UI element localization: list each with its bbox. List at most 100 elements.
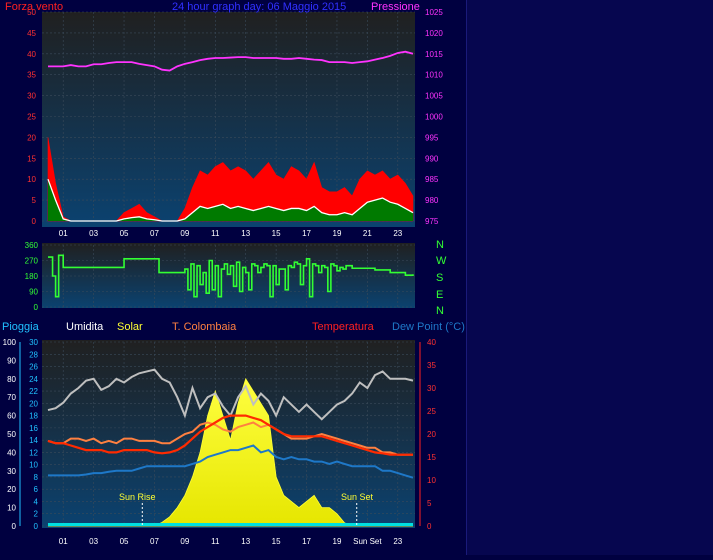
compass-n-bottom: N — [436, 305, 444, 317]
humidity-tick-label: 30 — [29, 338, 38, 347]
pressure-tick-label: 980 — [425, 196, 439, 205]
direction-tick-label: 180 — [25, 272, 39, 281]
pressure-tick-label: 990 — [425, 154, 439, 163]
temperature-line — [47, 414, 413, 456]
humidity-tick-label: 24 — [29, 375, 38, 384]
rain-tick-label: 30 — [7, 467, 16, 476]
direction-tick-label: 360 — [25, 241, 39, 250]
pressure-line — [48, 50, 414, 72]
x-tick-label: 07 — [150, 537, 159, 546]
rain-tick-label: 10 — [7, 504, 16, 513]
temperature-label: Temperatura — [312, 321, 375, 333]
humidity-tick-label: 10 — [29, 461, 38, 470]
humidity-tick-label: 26 — [29, 363, 38, 372]
wind-series — [47, 50, 414, 222]
x-tick-label: 01 — [59, 229, 68, 238]
temperature-tick-label: 25 — [427, 407, 436, 416]
humidity-tick-label: 12 — [29, 448, 38, 457]
x-tick-label: 19 — [333, 229, 342, 238]
humidity-tick-label: 2 — [34, 510, 39, 519]
colombaia-line — [47, 421, 413, 456]
humidity-tick-label: 28 — [29, 350, 38, 359]
wind-tick-label: 45 — [27, 29, 36, 38]
direction-tick-label: 90 — [29, 288, 38, 297]
pressure-tick-label: 985 — [425, 175, 439, 184]
wind-axis-label: Forza vento — [5, 1, 63, 13]
solar-label: Solar — [117, 321, 143, 333]
x-tick-label: 11 — [211, 537, 220, 546]
direction-tick-label: 270 — [25, 257, 39, 266]
compass-s: S — [436, 272, 443, 284]
pressure-tick-label: 995 — [425, 133, 439, 142]
x-tick-label: 19 — [333, 537, 342, 546]
compass-e: E — [436, 289, 443, 301]
temperature-tick-label: 35 — [427, 361, 436, 370]
wind-tick-label: 0 — [32, 217, 37, 226]
wind-axes: 0510152025303540455097598098599099510001… — [27, 8, 443, 238]
humidity-tick-label: 4 — [34, 497, 39, 506]
x-tick-label: 23 — [393, 229, 402, 238]
rain-tick-label: 40 — [7, 448, 16, 457]
compass-n-top: N — [436, 239, 444, 251]
wind-avg-line — [47, 178, 414, 222]
right-panel — [466, 0, 713, 555]
temperature-tick-label: 15 — [427, 453, 436, 462]
temperature-tick-label: 10 — [427, 476, 436, 485]
compass-labels: N W S E N — [436, 239, 447, 317]
wind-avg-area — [48, 179, 413, 221]
x-tick-label: Sun Set — [353, 537, 382, 546]
rain-tick-label: 50 — [7, 430, 16, 439]
wind-tick-label: 5 — [32, 196, 37, 205]
temperature-tick-label: 30 — [427, 384, 436, 393]
pressure-tick-label: 975 — [425, 217, 439, 226]
direction-tick-label: 0 — [34, 303, 39, 312]
humidity-tick-label: 14 — [29, 436, 38, 445]
x-tick-label: 03 — [89, 229, 98, 238]
x-tick-label: 11 — [211, 229, 220, 238]
wind-tick-label: 30 — [27, 92, 36, 101]
rain-tick-label: 70 — [7, 393, 16, 402]
graph-title: 24 hour graph day: 06 Maggio 2015 — [172, 1, 346, 13]
weather-series — [47, 368, 414, 527]
pressure-tick-label: 1015 — [425, 50, 443, 59]
x-tick-label: 23 — [393, 537, 402, 546]
temperature-tick-label: 0 — [427, 522, 432, 531]
x-tick-label: 09 — [180, 229, 189, 238]
temperature-tick-label: 5 — [427, 499, 432, 508]
x-tick-label: 15 — [272, 229, 281, 238]
dewpoint-line — [48, 444, 414, 479]
humidity-label: Umidita — [66, 321, 104, 333]
direction-axes: 0 90 180 270 360 — [25, 241, 39, 312]
humidity-tick-label: 16 — [29, 424, 38, 433]
x-tick-label: 05 — [120, 537, 129, 546]
pressure-tick-label: 1005 — [425, 92, 443, 101]
humidity-tick-label: 8 — [34, 473, 39, 482]
humidity-tick-label: 6 — [34, 485, 39, 494]
rain-tick-label: 90 — [7, 356, 16, 365]
pressure-tick-label: 1025 — [425, 8, 443, 17]
dewpoint-label: Dew Point (°C) — [392, 321, 465, 333]
humidity-tick-label: 0 — [34, 522, 39, 531]
x-tick-label: 17 — [302, 537, 311, 546]
rain-tick-label: 80 — [7, 375, 16, 384]
direction-line — [48, 254, 414, 298]
pressure-tick-label: 1010 — [425, 71, 443, 80]
wind-tick-label: 25 — [27, 113, 36, 122]
wind-tick-label: 20 — [27, 133, 36, 142]
compass-w: W — [436, 255, 447, 267]
weather-axes: 0102030405060708090100024681012141618202… — [3, 338, 437, 546]
x-tick-label: 03 — [89, 537, 98, 546]
x-tick-label: 21 — [363, 229, 372, 238]
wind-tick-label: 40 — [27, 50, 36, 59]
humidity-tick-label: 22 — [29, 387, 38, 396]
x-tick-label: 05 — [120, 229, 129, 238]
humidity-tick-label: 18 — [29, 412, 38, 421]
sunrise-label: Sun Rise — [119, 492, 156, 502]
direction-plot-area — [42, 243, 415, 308]
x-tick-label: 13 — [241, 537, 250, 546]
sunset-label: Sun Set — [341, 492, 374, 502]
humidity-tick-label: 20 — [29, 399, 38, 408]
x-tick-label: 09 — [180, 537, 189, 546]
